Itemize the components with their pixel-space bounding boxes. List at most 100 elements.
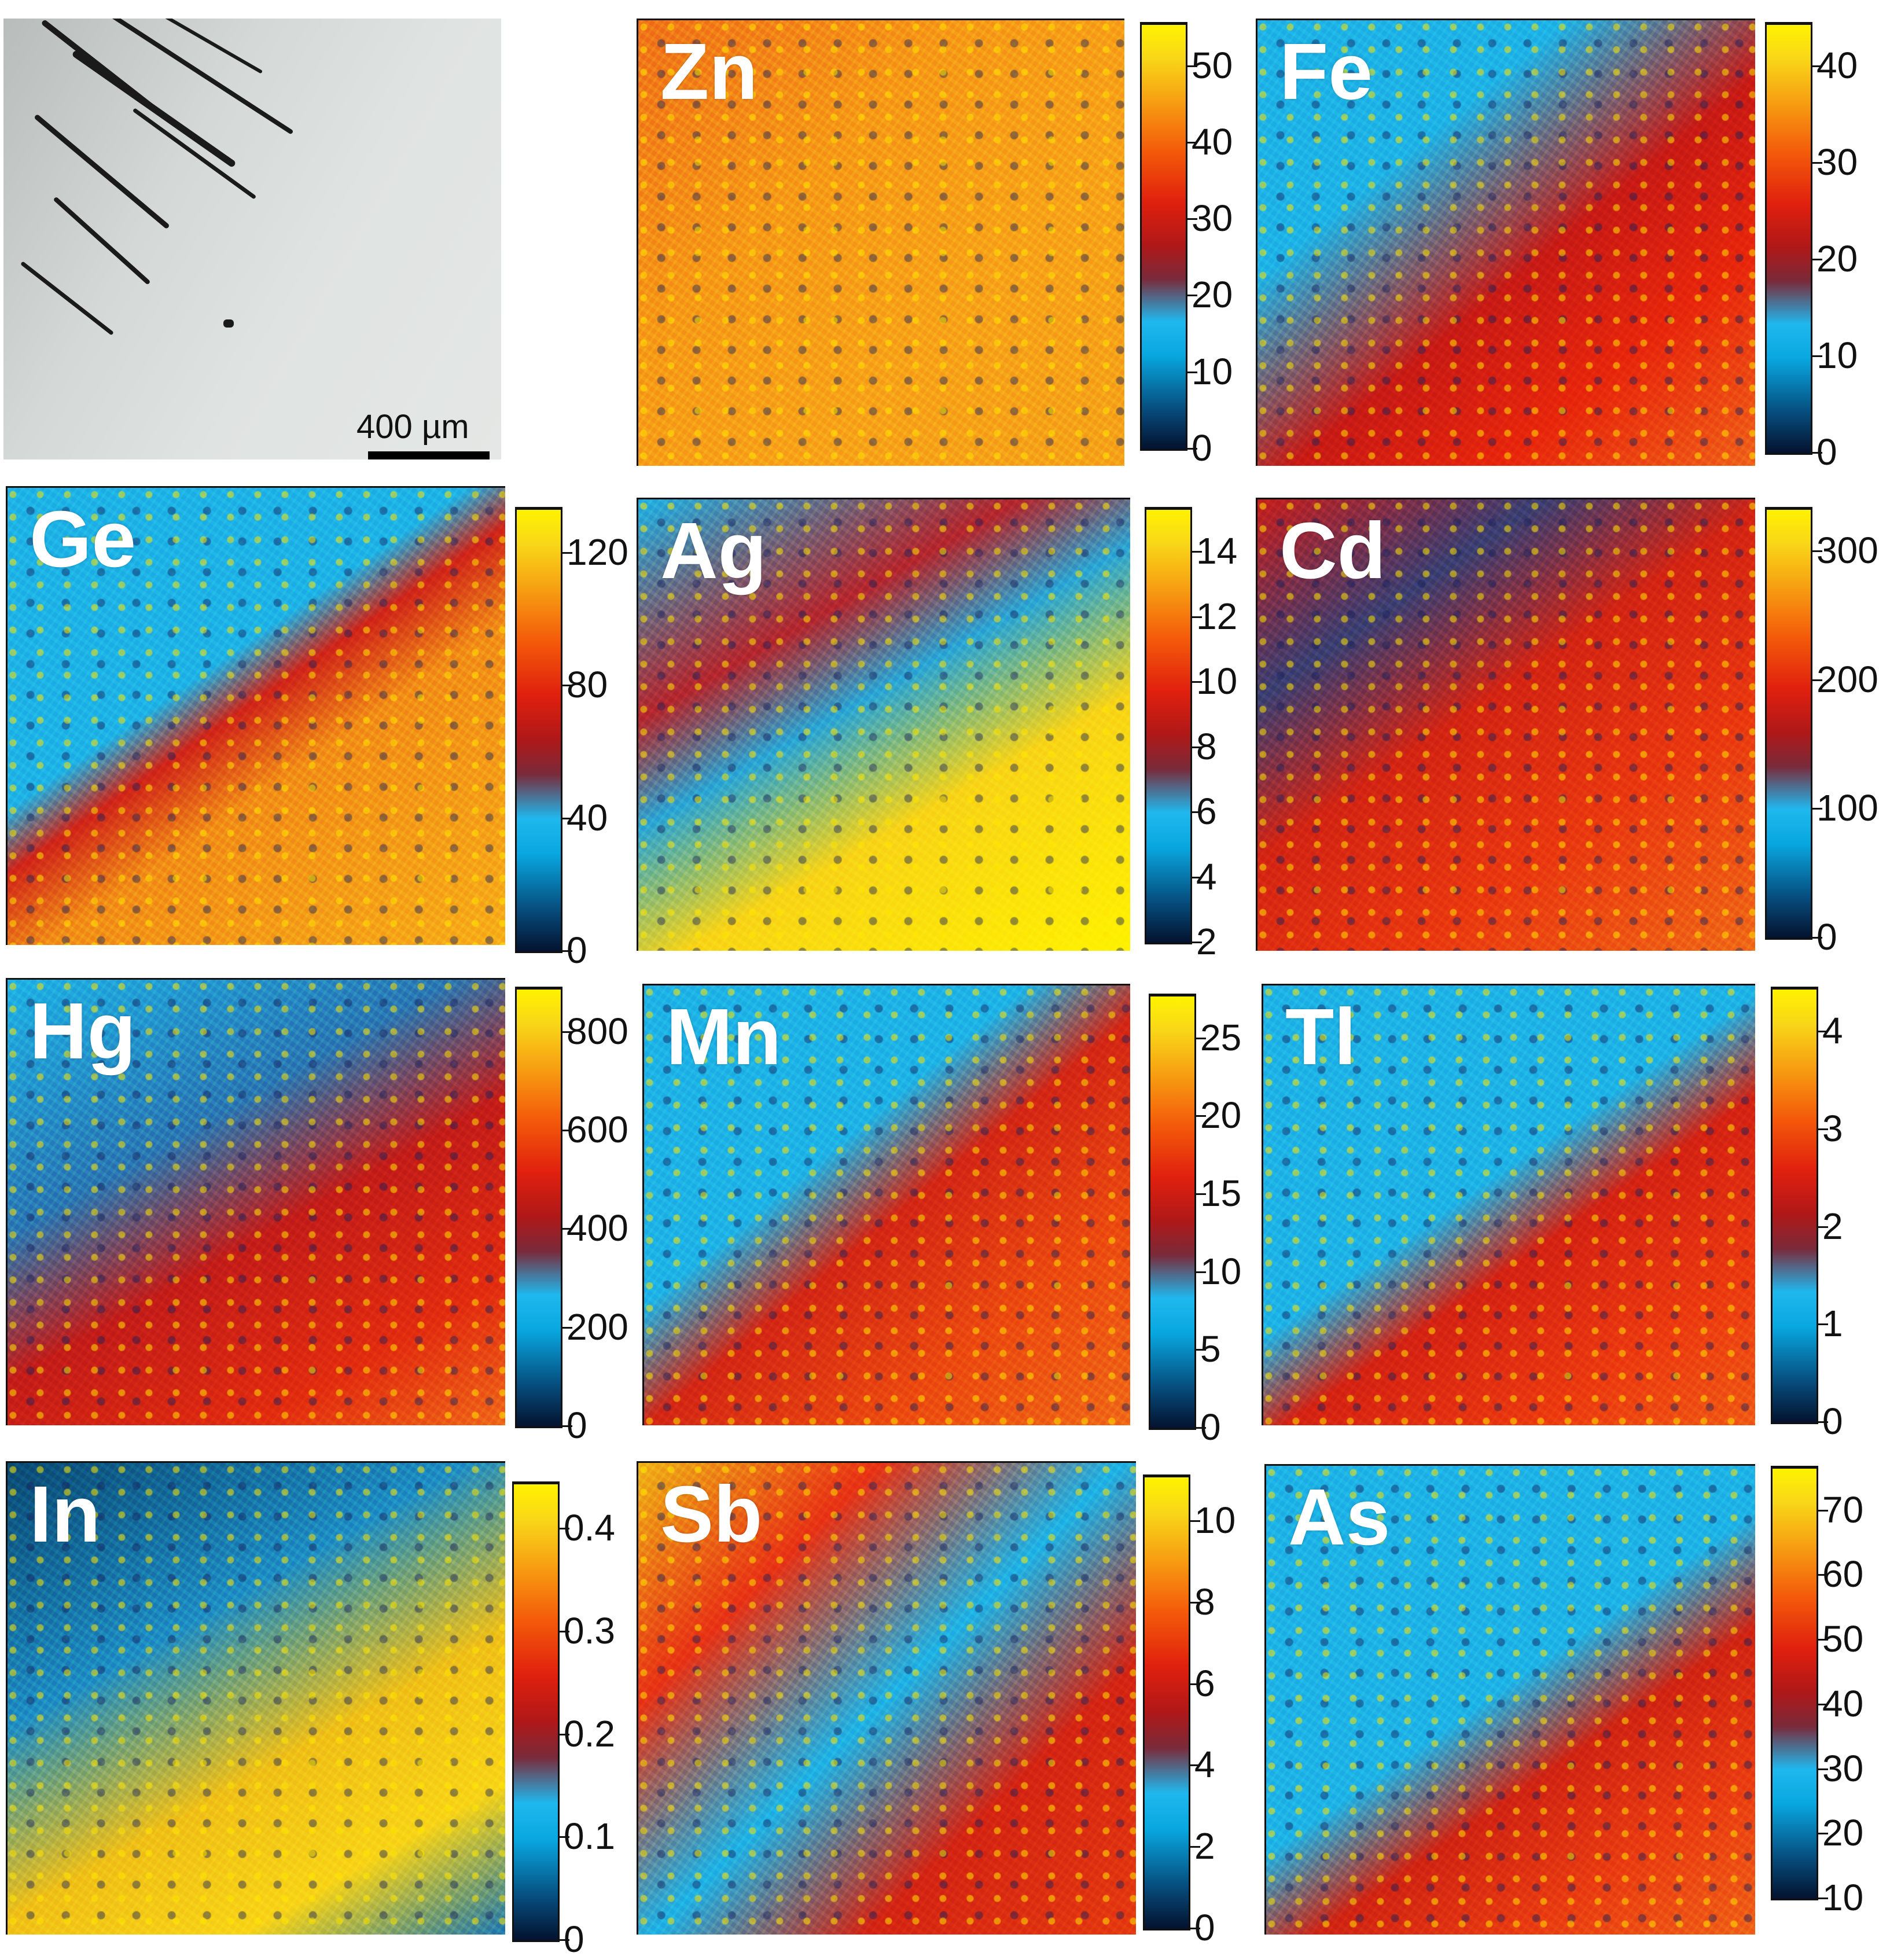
colorbar-tick xyxy=(1812,679,1822,681)
as-map: As xyxy=(1264,1464,1755,1935)
colorbar-tick xyxy=(1812,808,1822,810)
colorbar-tick-label: 40 xyxy=(1822,1682,1864,1724)
colorbar-tick xyxy=(1192,681,1202,683)
colorbar-tick-label: 50 xyxy=(1822,1618,1864,1660)
ag-map: Ag xyxy=(637,498,1130,951)
colorbar-tick xyxy=(1812,355,1822,358)
colorbar-tick xyxy=(1190,1846,1200,1848)
fe-map: Fe xyxy=(1256,19,1755,466)
ge-map: Ge xyxy=(6,486,505,945)
colorbar-tick xyxy=(562,685,572,686)
element-label: Zn xyxy=(660,27,758,116)
colorbar-tick xyxy=(1196,1427,1206,1429)
map-spots xyxy=(8,980,505,1425)
scale-bar xyxy=(368,451,490,459)
colorbar-tick xyxy=(1818,1833,1828,1835)
colorbar-tick xyxy=(1818,1898,1828,1899)
colorbar-tick xyxy=(1196,1349,1206,1351)
in-colorbar: 0 0.1 0.2 0.3 0.4 xyxy=(512,1481,615,1958)
colorbar-tick-label: 200 xyxy=(1817,658,1878,700)
colorbar-tick-label: 0 xyxy=(1817,431,1837,473)
colorbar-tick-label: 4 xyxy=(1194,1744,1215,1786)
colorbar-tick xyxy=(562,1031,572,1033)
element-label: Cd xyxy=(1279,506,1386,595)
colorbar-tick-label: 4 xyxy=(1196,855,1217,898)
colorbar-tick xyxy=(1818,1323,1828,1326)
colorbar-tick xyxy=(1187,65,1197,67)
colorbar-tick-label: 20 xyxy=(1192,274,1233,316)
map-spots xyxy=(644,985,1130,1425)
colorbar-tick-label: 120 xyxy=(567,531,628,573)
colorbar-tick-label: 12 xyxy=(1196,595,1238,637)
colorbar-tick xyxy=(559,1836,569,1838)
colorbar-tick xyxy=(559,1733,569,1735)
colorbar-tick-label: 2 xyxy=(1822,1205,1843,1247)
colorbar-tick xyxy=(1192,942,1202,943)
colorbar-tick-label: 30 xyxy=(1822,1747,1864,1789)
map-spots xyxy=(638,20,1124,466)
ge-colorbar: 0 40 80 120 xyxy=(515,507,628,969)
colorbar-tick xyxy=(1812,259,1822,261)
colorbar-tick-label: 15 xyxy=(1200,1172,1242,1215)
element-label: Tl xyxy=(1285,992,1356,1082)
colorbar-tick-label: 20 xyxy=(1200,1094,1242,1137)
colorbar-tick-label: 1 xyxy=(1822,1303,1843,1345)
colorbar-tick xyxy=(1190,1764,1200,1767)
colorbar-tick xyxy=(1192,616,1202,618)
hg-colorbar: 0 200 400 600 800 xyxy=(515,987,628,1444)
map-spots xyxy=(1263,985,1755,1425)
colorbar-tick xyxy=(1818,1574,1828,1576)
colorbar-tick xyxy=(562,817,572,819)
colorbar-tick-label: 10 xyxy=(1194,1499,1236,1542)
colorbar-tick-label: 2 xyxy=(1196,921,1217,962)
element-label: Sb xyxy=(660,1470,763,1559)
colorbar-tick-label: 0 xyxy=(1194,1907,1215,1948)
tl-colorbar: 0 1 2 3 4 xyxy=(1771,987,1843,1440)
map-spots xyxy=(1257,20,1755,466)
colorbar-tick xyxy=(562,1425,572,1427)
colorbar-tick-label: 40 xyxy=(1192,120,1233,163)
colorbar-tick-label: 10 xyxy=(1200,1250,1242,1292)
colorbar-tick-label: 0.1 xyxy=(564,1815,615,1858)
colorbar-tick-label: 6 xyxy=(1194,1662,1215,1704)
colorbar-tick xyxy=(1190,1601,1200,1604)
zn-map: Zn xyxy=(637,19,1124,466)
colorbar-tick-label: 0 xyxy=(564,1918,584,1960)
map-spots xyxy=(638,499,1130,951)
colorbar-tick xyxy=(1818,1226,1828,1228)
optical-micrograph: 400 µm xyxy=(3,19,501,459)
scale-bar-label: 400 µm xyxy=(356,408,469,446)
colorbar-tick-label: 200 xyxy=(567,1306,628,1348)
colorbar-tick-label: 4 xyxy=(1822,1010,1843,1051)
colorbar-tick xyxy=(562,1228,572,1230)
colorbar-tick xyxy=(1196,1193,1206,1196)
colorbar-tick xyxy=(1818,1768,1828,1770)
colorbar-tick-label: 70 xyxy=(1822,1488,1864,1531)
colorbar-tick-label: 20 xyxy=(1817,238,1858,280)
colorbar-tick-label: 0.4 xyxy=(564,1507,615,1549)
mn-map: Mn xyxy=(642,984,1130,1425)
map-spots xyxy=(8,488,505,945)
colorbar-tick-label: 400 xyxy=(567,1207,628,1249)
cd-colorbar: 0 100 200 300 xyxy=(1765,507,1878,955)
colorbar-tick xyxy=(562,1326,572,1329)
colorbar-tick-label: 0 xyxy=(1817,916,1837,958)
colorbar-tick xyxy=(1187,218,1197,220)
element-label: In xyxy=(30,1470,101,1559)
colorbar-tick-label: 0 xyxy=(1192,427,1212,469)
colorbar-tick xyxy=(1818,1128,1828,1130)
colorbar-tick xyxy=(1190,1928,1200,1929)
colorbar-tick-label: 10 xyxy=(1196,660,1238,702)
in-map: In xyxy=(6,1461,505,1935)
colorbar-tick-label: 20 xyxy=(1822,1812,1864,1854)
colorbar-tick xyxy=(1818,1509,1828,1512)
colorbar-tick xyxy=(1187,448,1197,450)
colorbar-tick-label: 30 xyxy=(1817,141,1858,183)
colorbar-tick-label: 0 xyxy=(1200,1406,1221,1448)
colorbar-tick xyxy=(562,950,572,952)
colorbar-tick-label: 0 xyxy=(1822,1400,1843,1442)
colorbar-tick xyxy=(559,1528,569,1529)
map-spots xyxy=(8,1463,505,1935)
sb-map: Sb xyxy=(637,1461,1136,1935)
colorbar-tick-label: 800 xyxy=(567,1010,628,1052)
